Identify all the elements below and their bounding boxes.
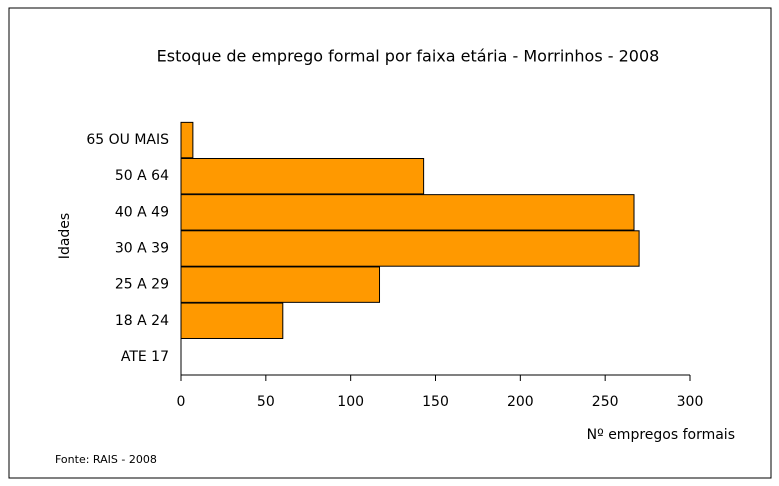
x-tick-label: 100 (337, 394, 364, 410)
bar (180, 158, 425, 195)
x-tick-label: 300 (677, 394, 704, 410)
bar (180, 121, 194, 159)
bar (180, 230, 640, 267)
source-note: Fonte: RAIS - 2008 (55, 453, 157, 466)
x-tick-label: 0 (177, 394, 186, 410)
y-tick-label: 65 OU MAIS (86, 132, 169, 148)
x-axis-label: Nº empregos formais (587, 427, 735, 443)
x-tick-label: 50 (257, 394, 275, 410)
x-tick-label: 200 (507, 394, 534, 410)
x-tick-label: 250 (592, 394, 619, 410)
bar (180, 266, 381, 303)
y-tick-label: 50 A 64 (115, 168, 169, 184)
bar (180, 302, 284, 339)
y-tick-label: 40 A 49 (115, 204, 169, 220)
y-tick-label: 25 A 29 (115, 277, 169, 293)
y-tick-label: ATE 17 (121, 349, 169, 365)
chart-title: Estoque de emprego formal por faixa etár… (157, 47, 660, 66)
x-tick-label: 150 (422, 394, 449, 410)
y-axis-label: Idades (57, 213, 73, 259)
bar (180, 194, 635, 231)
y-tick-label: 18 A 24 (115, 313, 169, 329)
y-tick-label: 30 A 39 (115, 241, 169, 257)
